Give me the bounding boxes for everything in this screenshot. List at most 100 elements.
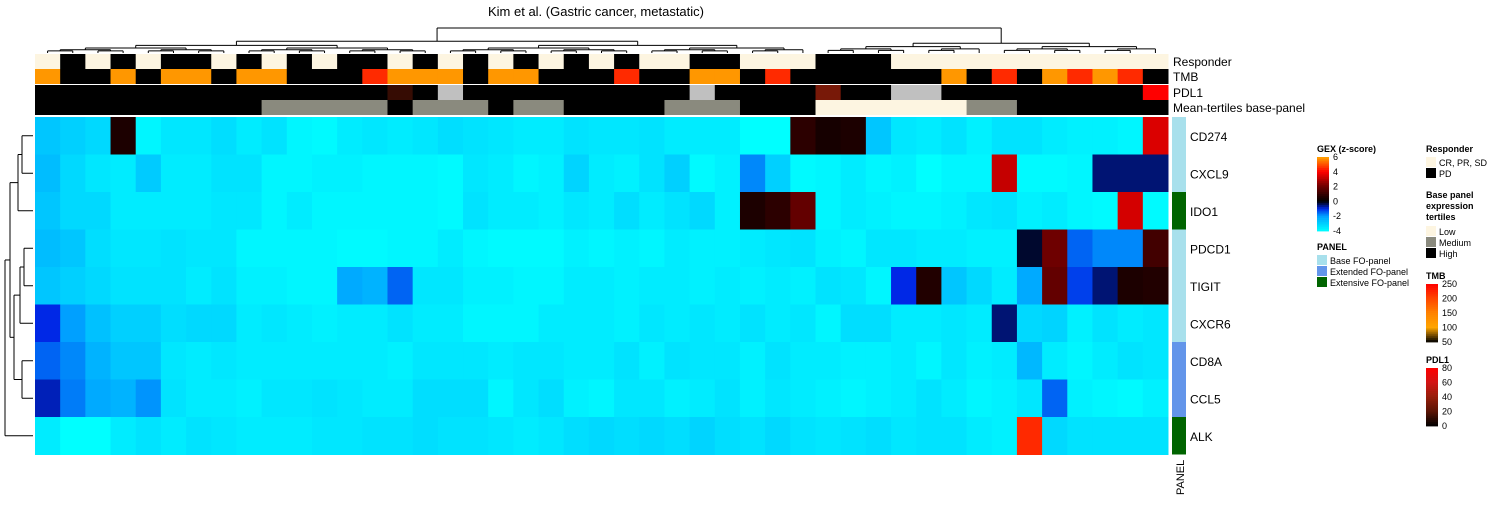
heatmap-cell (1142, 154, 1169, 193)
gex-colorbar-segment (1317, 212, 1329, 215)
heatmap-cell (1142, 342, 1169, 380)
heatmap-cell (966, 154, 993, 193)
heatmap-cell (286, 154, 313, 193)
responder-cell (538, 54, 565, 69)
tmb-colorbar-segment (1426, 293, 1438, 296)
heatmap-cell (1117, 304, 1144, 343)
heatmap-cell (311, 154, 338, 193)
heatmap-cell (311, 342, 338, 380)
annotation-label: Responder (1173, 55, 1232, 69)
tertile-cell (85, 100, 112, 115)
pdl1-colorbar-segment (1426, 404, 1438, 408)
heatmap-cell (236, 117, 263, 155)
heatmap-cell (60, 229, 86, 268)
pdl1-legend-title: PDL1 (1426, 355, 1449, 365)
heatmap-cell (1016, 192, 1043, 230)
pdl1-cell (765, 85, 791, 100)
heatmap-cell (1142, 229, 1169, 268)
tmb-colorbar-segment (1426, 314, 1438, 318)
heatmap-cell (689, 117, 716, 155)
heatmap-cell (614, 192, 640, 230)
heatmap-cell (916, 117, 942, 155)
pdl1-colorbar-segment (1426, 398, 1438, 402)
heatmap-cell (186, 267, 212, 305)
gex-colorbar-segment (1317, 171, 1329, 175)
heatmap-cell (1042, 379, 1068, 418)
responder-cell (286, 54, 313, 69)
heatmap-cell (286, 379, 313, 418)
pdl1-colorbar-segment (1426, 383, 1438, 386)
pdl1-cell (513, 85, 540, 100)
heatmap-cell (1016, 304, 1043, 343)
tertile-cell (891, 100, 917, 115)
heatmap-cell (614, 154, 640, 193)
gene-label: CD8A (1190, 355, 1222, 369)
heatmap-cell (412, 379, 439, 418)
heatmap-cell (714, 117, 741, 155)
heatmap-cell (437, 304, 464, 343)
heatmap-cell (714, 342, 741, 380)
heatmap-cell (211, 417, 237, 455)
gex-colorbar-segment (1317, 227, 1329, 230)
heatmap-cell (488, 342, 514, 380)
heatmap-cell (865, 304, 892, 343)
tertile-cell (488, 100, 514, 115)
tmb-cell (916, 69, 942, 84)
heatmap-cell (60, 304, 86, 343)
tertile-cell (689, 100, 716, 115)
heatmap-cell (538, 417, 565, 455)
heatmap-cell (337, 304, 363, 343)
pdl1-cell (337, 85, 363, 100)
heatmap-cell (941, 417, 968, 455)
responder-cell (35, 54, 61, 69)
tmb-colorbar-segment (1426, 291, 1438, 295)
panel-bar-cell (1172, 267, 1186, 305)
heatmap-cell (1142, 379, 1169, 418)
heatmap-cell (538, 154, 565, 193)
heatmap-cell (639, 154, 665, 193)
tmb-cell (1016, 69, 1043, 84)
gex-colorbar-segment (1317, 157, 1329, 160)
heatmap-cell (689, 379, 716, 418)
heatmap-cell (1016, 342, 1043, 380)
heatmap-cell (1092, 304, 1119, 343)
heatmap-cell (1092, 192, 1119, 230)
responder-cell (463, 54, 489, 69)
heatmap-cell (261, 229, 288, 268)
heatmap-cell (463, 379, 489, 418)
tertile-cell (765, 100, 791, 115)
gex-colorbar-segment (1317, 221, 1329, 224)
heatmap-cell (790, 342, 817, 380)
pdl1-cell (463, 85, 489, 100)
tmb-cell (362, 69, 388, 84)
heatmap-cell (1067, 304, 1093, 343)
heatmap-cell (891, 117, 917, 155)
tmb-colorbar-segment (1426, 330, 1438, 333)
heatmap-cell (815, 229, 842, 268)
heatmap-cell (563, 304, 590, 343)
pdl1-cell (412, 85, 439, 100)
tmb-legend-title: TMB (1426, 271, 1446, 281)
pdl1-cell (186, 85, 212, 100)
heatmap-cell (891, 267, 917, 305)
tmb-cell (412, 69, 439, 84)
heatmap-cell (1142, 417, 1169, 455)
gex-colorbar-segment (1317, 179, 1329, 182)
heatmap-cell (437, 192, 464, 230)
tmb-cell (513, 69, 540, 84)
heatmap-cell (337, 154, 363, 193)
tmb-colorbar-segment (1426, 309, 1438, 312)
heatmap-cell (1117, 379, 1144, 418)
pdl1-cell (286, 85, 313, 100)
pdl1-colorbar-segment (1426, 369, 1438, 373)
pdl1-colorbar-segment (1426, 424, 1438, 427)
heatmap-cell (1067, 154, 1093, 193)
heatmap-cell (437, 342, 464, 380)
tmb-cell (463, 69, 489, 84)
heatmap-cell (1092, 117, 1119, 155)
heatmap-cell (765, 117, 791, 155)
responder-cell (588, 54, 615, 69)
heatmap-cell (160, 417, 187, 455)
heatmap-cell (840, 379, 867, 418)
gex-colorbar-segment (1317, 158, 1329, 162)
